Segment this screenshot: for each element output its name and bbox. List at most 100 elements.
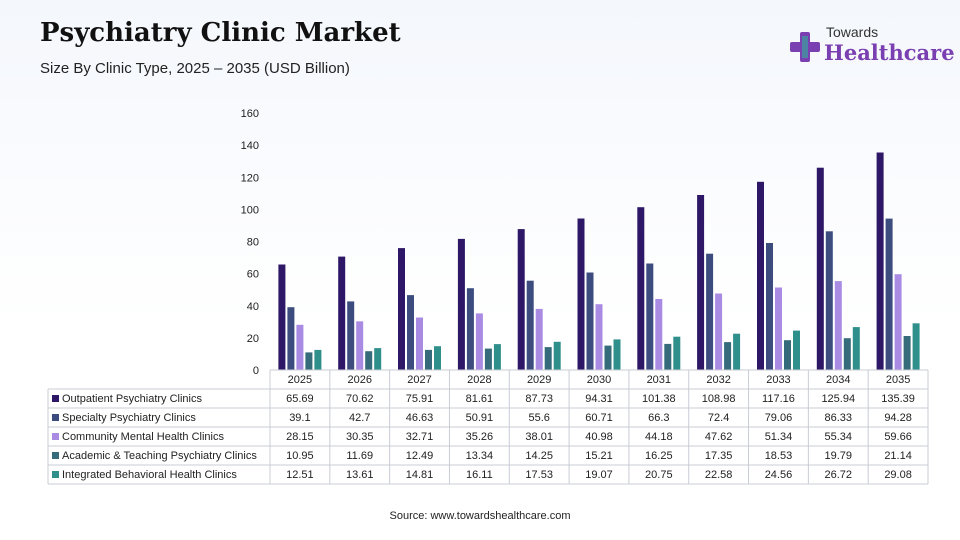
y-tick-label: 100 [241, 204, 259, 216]
bar [655, 299, 663, 370]
data-label: 46.63 [406, 412, 434, 424]
data-label: 79.06 [765, 412, 793, 424]
data-label: 101.38 [642, 393, 676, 405]
data-label: 44.18 [645, 431, 673, 443]
bar [706, 253, 714, 370]
data-label: 42.7 [349, 412, 370, 424]
data-label: 65.69 [286, 393, 314, 405]
data-label: 28.15 [286, 431, 314, 443]
source-note: Source: www.towardshealthcare.com [389, 510, 571, 522]
bar [425, 349, 432, 370]
y-tick-label: 40 [247, 301, 259, 313]
x-tick-label: 2032 [706, 374, 730, 386]
legend-swatch [52, 433, 59, 440]
data-label: 75.91 [406, 393, 434, 405]
legend-label: Specialty Psychiatry Clinics [62, 412, 196, 424]
bar [517, 229, 525, 370]
data-label: 32.71 [406, 431, 434, 443]
bar [287, 307, 295, 370]
x-tick-label: 2030 [587, 374, 611, 386]
data-label: 66.3 [648, 412, 669, 424]
bar [733, 333, 741, 370]
data-label: 94.31 [585, 393, 613, 405]
bar [338, 256, 346, 370]
bar [544, 347, 552, 370]
data-label: 19.79 [825, 450, 853, 462]
data-label: 30.35 [346, 431, 374, 443]
legend-label: Academic & Teaching Psychiatry Clinics [62, 450, 257, 462]
data-label: 94.28 [884, 412, 912, 424]
bar [843, 338, 851, 370]
data-label: 24.56 [765, 469, 793, 481]
data-label: 14.25 [525, 450, 553, 462]
legend-label: Community Mental Health Clinics [62, 431, 224, 443]
data-label: 47.62 [705, 431, 733, 443]
data-label: 15.21 [585, 450, 613, 462]
data-label: 108.98 [702, 393, 736, 405]
bar [356, 321, 364, 370]
data-label: 13.61 [346, 469, 374, 481]
bar [457, 238, 465, 370]
data-label: 16.25 [645, 450, 673, 462]
bar [374, 348, 382, 370]
bar [697, 195, 705, 370]
x-tick-label: 2033 [766, 374, 790, 386]
data-label: 17.53 [525, 469, 553, 481]
x-tick-label: 2029 [527, 374, 551, 386]
x-tick-label: 2031 [647, 374, 671, 386]
x-tick-label: 2035 [886, 374, 910, 386]
bar [347, 301, 355, 370]
bar [912, 323, 920, 370]
bar [775, 287, 782, 370]
bar [816, 167, 824, 370]
x-tick-label: 2026 [347, 374, 371, 386]
data-label: 86.33 [825, 412, 853, 424]
bar-chart: 0 20 40 60 80 100 120 140 160 2025 2026 2027 2028 202… [47, 108, 929, 485]
bar [493, 344, 501, 370]
y-tick-label: 20 [247, 333, 259, 345]
bar [784, 340, 791, 370]
legend-swatch [52, 452, 59, 459]
y-tick-label: 60 [247, 269, 259, 281]
data-label: 135.39 [881, 393, 915, 405]
bar [834, 281, 842, 370]
data-label: 81.61 [466, 393, 494, 405]
data-label: 22.58 [705, 469, 733, 481]
bar [535, 308, 543, 370]
data-label: 72.4 [708, 412, 729, 424]
cross-logo-icon [790, 32, 820, 62]
page-title: Psychiatry Clinic Market [40, 18, 401, 48]
data-label: 35.26 [466, 431, 494, 443]
data-label: 59.66 [884, 431, 912, 443]
legend-swatch [52, 414, 59, 421]
bar [604, 345, 612, 370]
bar [365, 351, 373, 370]
data-label: 87.73 [525, 393, 553, 405]
bar [903, 336, 911, 370]
x-tick-label: 2027 [407, 374, 431, 386]
data-label: 29.08 [884, 469, 912, 481]
data-label: 50.91 [466, 412, 494, 424]
legend-swatch [52, 395, 59, 402]
bar [673, 336, 681, 370]
y-tick-label: 80 [247, 237, 259, 249]
bar [664, 343, 672, 370]
data-label: 14.81 [406, 469, 434, 481]
bar [553, 341, 561, 370]
bar [715, 293, 723, 370]
data-label: 55.34 [825, 431, 853, 443]
data-label: 17.35 [705, 450, 733, 462]
y-tick-label: 140 [241, 140, 259, 152]
bar [876, 152, 884, 370]
bar [586, 272, 594, 370]
bar [305, 352, 313, 370]
data-label: 18.53 [765, 450, 793, 462]
data-label: 38.01 [525, 431, 553, 443]
bar [526, 280, 534, 370]
bar [398, 248, 405, 370]
data-label: 51.34 [765, 431, 793, 443]
bar [484, 348, 492, 370]
bar [646, 263, 654, 370]
data-label: 117.16 [762, 393, 795, 405]
data-label: 70.62 [346, 393, 374, 405]
